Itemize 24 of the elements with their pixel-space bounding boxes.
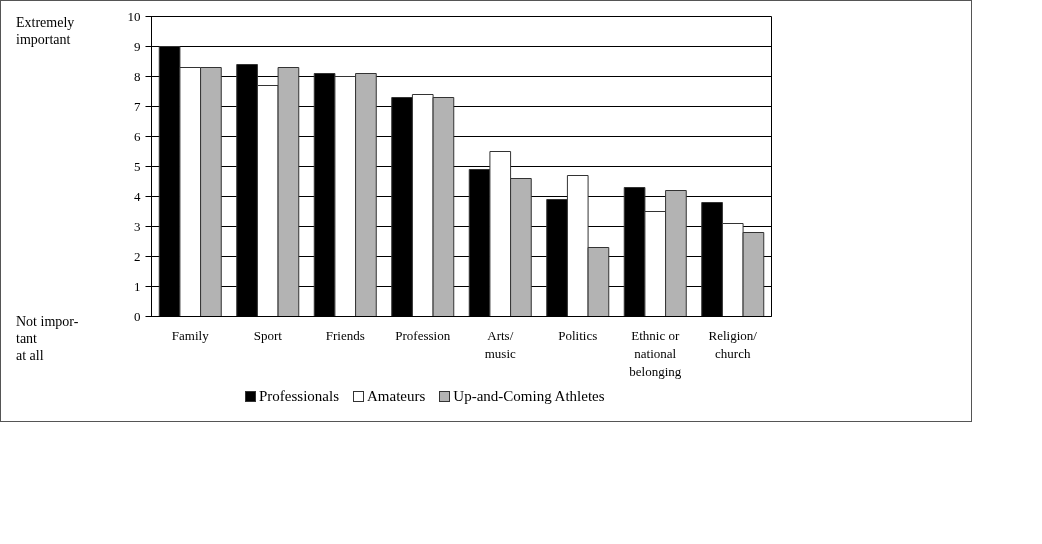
x-tick-label: Ethnic or national belonging (629, 327, 682, 379)
y-tick-label: 1 (134, 278, 141, 294)
y-tick-label: 5 (134, 158, 141, 174)
x-tick-label: Family (171, 327, 210, 343)
y-tick-label: 2 (134, 248, 141, 264)
x-tick-label: Sport (253, 327, 283, 343)
y-tick-label: 6 (134, 128, 141, 144)
legend-label: Amateurs (367, 388, 426, 404)
x-tick-label: Politics (558, 327, 598, 343)
legend-label: Up-and-Coming Athletes (453, 388, 605, 404)
y-tick-label: 10 (127, 8, 141, 24)
x-tick-label: Arts/ music (484, 327, 517, 361)
text: Not impor- tant at all (16, 313, 79, 364)
text: Extremely important (16, 14, 75, 48)
x-tick-label: Religion/ church (708, 327, 758, 361)
y-tick-label: 9 (134, 38, 141, 54)
x-tick-label: Profession (395, 327, 451, 343)
y-tick-label: 8 (134, 68, 141, 84)
x-tick-label: Friends (325, 327, 365, 343)
y-tick-label: 0 (134, 308, 141, 324)
y-tick-label: 3 (134, 218, 141, 234)
y-tick-label: 7 (134, 98, 141, 114)
y-tick-label: 4 (134, 188, 141, 204)
legend-label: Professionals (259, 388, 339, 404)
